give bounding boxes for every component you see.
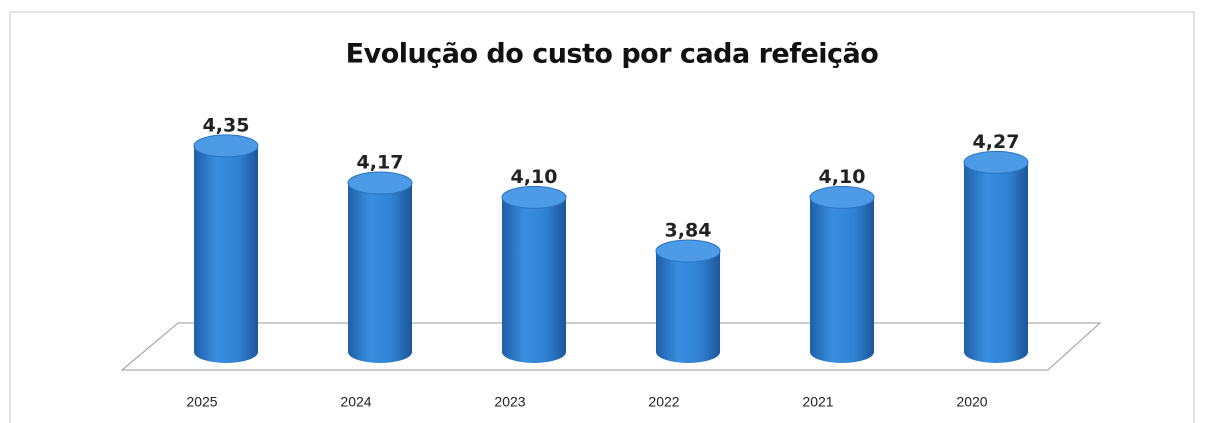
data-label: 4,10: [819, 166, 866, 188]
bar-top: [347, 171, 413, 195]
bar: [348, 183, 412, 363]
bar-top: [193, 134, 259, 158]
x-tick-label: 2025: [186, 394, 217, 410]
bar-top: [501, 185, 567, 209]
floor-plane: [120, 322, 1102, 371]
data-label: 4,35: [203, 114, 250, 136]
data-label: 4,10: [511, 166, 558, 188]
x-tick-label: 2021: [802, 394, 833, 410]
x-tick-label: 2024: [340, 394, 371, 410]
bar: [656, 251, 720, 363]
data-label: 4,17: [357, 152, 404, 174]
chart-title: Evolução do custo por cada refeição: [346, 39, 879, 70]
bar: [810, 197, 874, 363]
x-tick-label: 2022: [648, 394, 679, 410]
bar: [964, 162, 1028, 363]
chart-frame: [9, 11, 1195, 423]
data-label: 3,84: [665, 220, 712, 242]
data-label: 4,27: [973, 131, 1020, 153]
bar-top: [963, 150, 1029, 174]
bar: [502, 197, 566, 363]
bar-top: [809, 185, 875, 209]
bar-top: [655, 239, 721, 263]
x-tick-label: 2023: [494, 394, 525, 410]
x-tick-label: 2020: [956, 394, 987, 410]
bar: [194, 145, 258, 363]
